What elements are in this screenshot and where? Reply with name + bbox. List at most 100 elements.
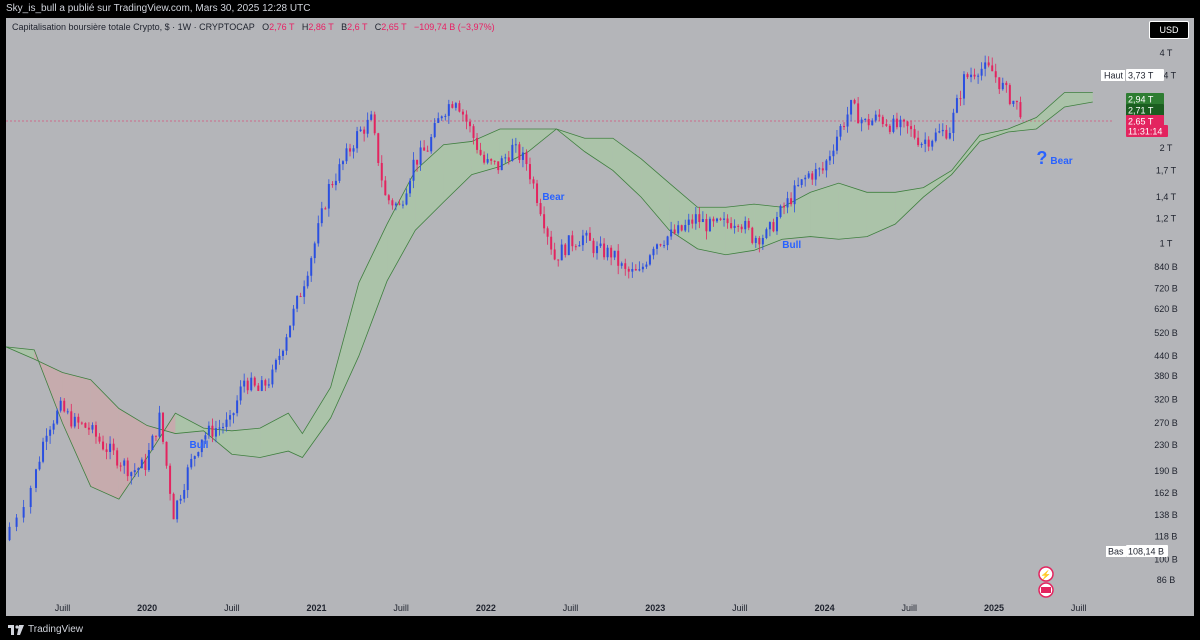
news-icons[interactable]: ⚡ [1038,566,1054,598]
candle-body [962,74,965,99]
candle-body [98,436,101,442]
candle-body [73,416,76,427]
candle-body [211,425,214,437]
candle-body [977,75,980,77]
candle-body [458,103,461,112]
candle-body [102,441,105,450]
tradingview-logo[interactable]: TradingView [8,620,83,640]
legend-o-label: O [262,22,270,32]
candle-body [479,149,482,155]
cloud-segment [810,183,839,240]
candle-body [761,237,764,245]
candle-body [853,100,856,104]
candle-body [437,118,440,123]
candle-body [147,450,150,470]
green-value-2-bg [1126,104,1164,116]
candle-body [846,114,849,127]
candle-body [645,264,648,267]
candle-body [225,419,228,427]
candle-body [726,218,729,224]
x-axis[interactable]: Juill 2020 Juill 2021 Juill 2022 Juill 2023 Juil… [55,603,1087,613]
candle-body [871,120,874,126]
candle-body [536,183,539,204]
y-axis-tick-label: 190 B [1154,466,1178,476]
y-axis-tick-label: 270 B [1154,418,1178,428]
candle-body [63,400,66,412]
cloud-segment [1008,117,1037,132]
candle-body [913,129,916,138]
candle-body [222,426,225,428]
candle-body [56,410,59,424]
candle-body [77,416,80,423]
candle-body [169,465,172,494]
candle-body [659,244,662,246]
candle-body [945,129,948,139]
legend-h-label: H [301,22,309,32]
candle-body [140,459,143,469]
cloud-segment [612,138,642,198]
candle-body [917,137,920,146]
candle-body [814,169,817,180]
candle-body [356,131,359,149]
flash-news-icon[interactable] [1038,566,1054,582]
candle-body [578,245,581,247]
candle-body [370,114,373,120]
candle-body [447,104,450,116]
candle-body [835,136,838,151]
y-axis-tick-label: 118 B [1155,532,1178,542]
candle-body [493,160,496,162]
candle-body [532,179,535,184]
candle-body [1019,102,1022,118]
candle-body [998,77,1001,90]
candle-body [839,126,842,137]
candle-body [500,158,503,171]
candle-body [218,427,221,429]
candle-body [775,217,778,232]
candle-body [518,144,521,160]
annotations: Bull Bear Bull Bear? [189,148,1072,451]
candle-body [970,74,973,78]
cloud-segment [725,204,755,255]
candle-body [15,517,18,527]
x-axis-tick-label: 2023 [645,603,665,613]
cloud-segment [923,170,952,198]
x-axis-tick-label: Juill [732,603,748,613]
candle-body [373,114,376,134]
candle-body [176,500,179,520]
candle-body [980,68,983,76]
candle-body [394,203,397,206]
candle-body [567,235,570,256]
candle-body [289,325,292,338]
candle-body [892,118,895,132]
candle-body [186,467,189,491]
candle-body [454,103,457,108]
x-axis-tick-label: Juill [902,603,918,613]
candle-body [931,140,934,147]
candle-body [267,384,270,386]
candle-body [588,232,591,241]
candle-body [398,203,401,205]
candle-body [878,114,881,117]
y-axis-tick-label: 230 B [1154,440,1178,450]
currency-button[interactable]: USD [1149,21,1189,39]
candle-body [133,470,136,473]
candle-body [786,198,789,208]
candle-body [490,159,493,161]
candle-body [821,168,824,171]
candle-body [783,205,786,208]
cloud-segment [669,183,698,249]
cloud-segment [231,428,261,458]
candle-body [507,157,510,161]
candle-body [670,229,673,237]
candle-body [857,103,860,124]
candle-body [638,269,641,271]
candle-body [864,118,867,120]
candle-body [42,441,45,462]
candle-body [807,173,810,178]
candle-body [324,208,327,210]
candle-body [648,255,651,265]
candle-body [613,250,616,258]
candle-body [151,435,154,451]
